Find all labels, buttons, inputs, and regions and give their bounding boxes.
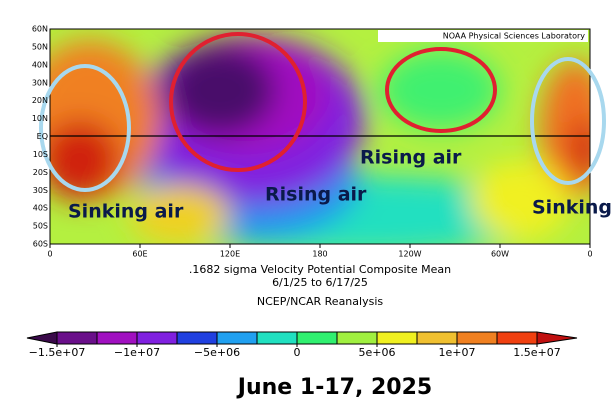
lat-label: 30N — [32, 78, 48, 87]
colorbar-label: −1e+07 — [114, 346, 160, 359]
lon-label: 0 — [47, 250, 52, 259]
lat-label: 10S — [33, 150, 48, 159]
lat-label: 10N — [32, 114, 48, 123]
annotation: Sinking air — [68, 201, 184, 223]
annotation: Rising air — [360, 147, 462, 169]
caption: .1682 sigma Velocity Potential Composite… — [189, 263, 451, 276]
lat-label: EQ — [37, 132, 48, 141]
title: June 1-17, 2025 — [236, 375, 432, 400]
colorbar-segment — [96, 331, 138, 345]
colorbar-segment — [256, 331, 298, 345]
colorbar-label: −5e+06 — [194, 346, 240, 359]
lat-label: 20N — [32, 96, 48, 105]
colorbar-segment — [176, 331, 218, 345]
colorbar-segment — [456, 331, 498, 345]
colorbar-segment — [496, 331, 538, 345]
colorbar-label: −1.5e+07 — [29, 346, 86, 359]
lon-label: 60E — [132, 250, 147, 259]
colorbar-label: 5e+06 — [359, 346, 396, 359]
highlights — [39, 32, 606, 192]
lat-label: 20S — [33, 168, 48, 177]
map-field — [50, 29, 590, 244]
lat-label: 60N — [32, 25, 48, 34]
lat-label: 30S — [33, 186, 48, 195]
colorbar-segment — [416, 331, 458, 345]
colorbar-segment — [56, 331, 98, 345]
lat-label: 40S — [33, 204, 48, 213]
lon-label: 180 — [312, 250, 327, 259]
lon-label: 60W — [491, 250, 509, 259]
lat-label: 50S — [33, 222, 48, 231]
colorbar-label: 0 — [294, 346, 301, 359]
caption: NCEP/NCAR Reanalysis — [257, 295, 383, 308]
annotation: Sinking air — [532, 197, 615, 219]
annotation: Rising air — [265, 184, 367, 206]
colorbar-segment — [536, 331, 578, 345]
colorbar-segment — [296, 331, 338, 345]
lat-label: 40N — [32, 60, 48, 69]
lat-label: 60S — [33, 240, 48, 249]
lat-label: 50N — [32, 42, 48, 51]
lon-label: 0 — [587, 250, 592, 259]
colorbar-segment — [376, 331, 418, 345]
lon-label: 120E — [220, 250, 240, 259]
colorbar-segment — [216, 331, 258, 345]
colorbar-segment — [336, 331, 378, 345]
caption: 6/1/25 to 6/17/25 — [272, 276, 368, 289]
colorbar-label: 1e+07 — [439, 346, 476, 359]
credit-box — [378, 30, 588, 42]
lon-label: 120W — [398, 250, 421, 259]
colorbar-segment — [136, 331, 178, 345]
colorbar-segment — [26, 331, 58, 345]
credit: NOAA Physical Sciences Laboratory — [443, 32, 586, 41]
colorbar-label: 1.5e+07 — [513, 346, 560, 359]
